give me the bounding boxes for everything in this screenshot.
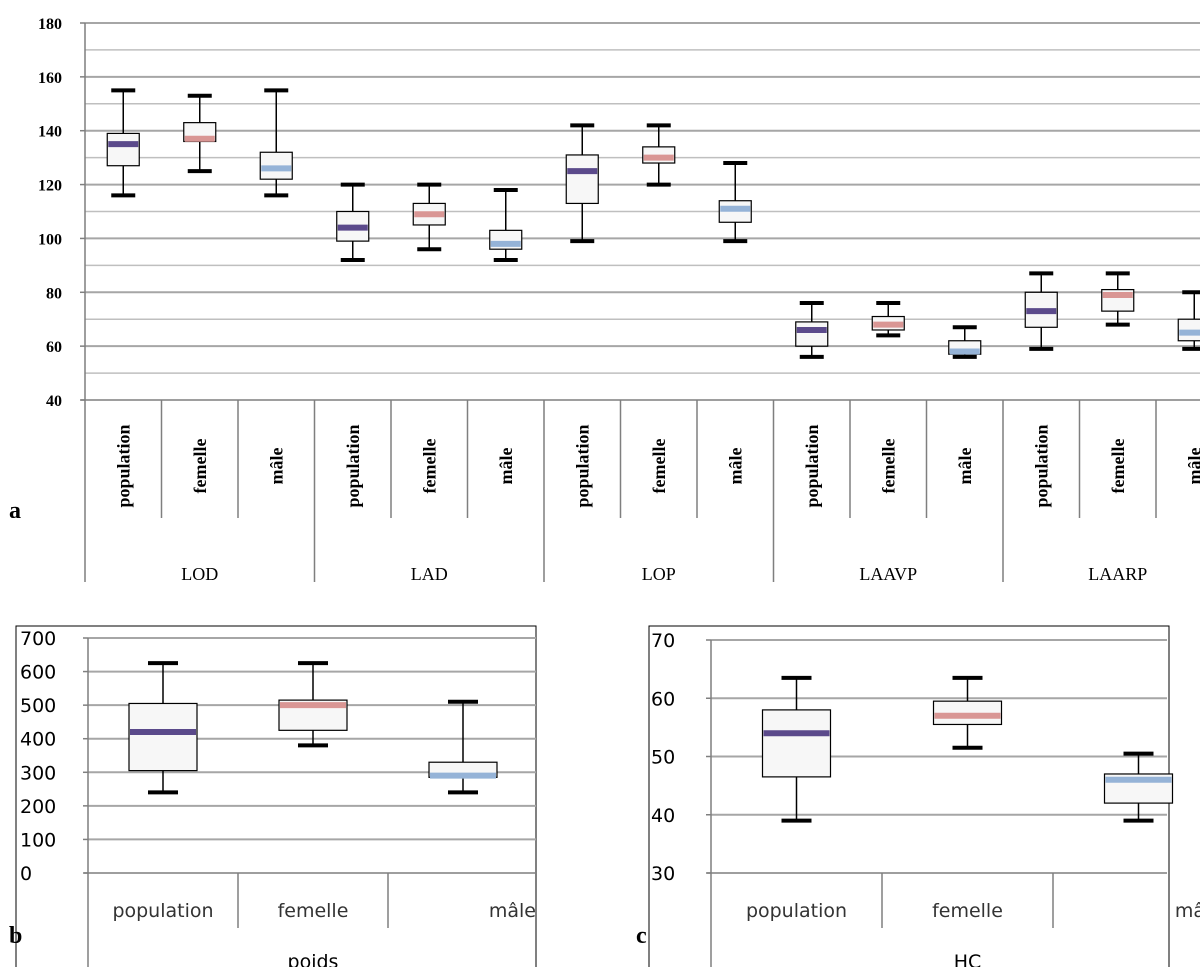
y-tick-label: 50: [651, 747, 675, 769]
y-tick-label: 30: [651, 863, 675, 885]
y-tick-label: 500: [20, 695, 56, 717]
box-1: [278, 661, 348, 748]
category-label: femelle: [932, 900, 1003, 922]
box-8: [718, 161, 752, 244]
box-9: [795, 301, 829, 359]
category-label: mâle: [725, 447, 745, 484]
y-tick-label: 60: [651, 688, 675, 710]
group-label: LOP: [642, 564, 676, 584]
box-12: [1024, 271, 1058, 351]
y-tick-label: 70: [651, 630, 675, 652]
box-0: [761, 675, 832, 823]
group-label: LAAVP: [859, 564, 917, 584]
group-label: LAD: [411, 564, 448, 584]
group-label: HC: [954, 951, 982, 967]
box-3: [336, 182, 370, 262]
category-label: mâle: [266, 447, 286, 484]
box-13: [1101, 271, 1135, 327]
category-label: population: [112, 900, 213, 922]
box-6: [565, 123, 599, 244]
box-0: [128, 661, 198, 795]
y-tick-label: 160: [38, 70, 62, 87]
category-label: mâle: [1175, 900, 1200, 922]
chart-frame: [648, 625, 1170, 967]
category-label: mâle: [1184, 447, 1200, 484]
y-tick-label: 80: [46, 285, 62, 302]
y-tick-label: 60: [46, 339, 62, 356]
group-label: poids: [288, 951, 339, 967]
box-1: [932, 675, 1003, 750]
box-2: [428, 699, 498, 795]
y-tick-label: 120: [38, 178, 62, 195]
iqr-box: [761, 709, 832, 778]
box-2: [259, 88, 293, 198]
category-label: mâle: [955, 447, 975, 484]
category-label: femelle: [878, 439, 898, 494]
y-tick-label: 100: [38, 231, 62, 248]
iqr-box: [128, 702, 198, 772]
category-label: femelle: [278, 900, 349, 922]
y-tick-label: 400: [20, 729, 56, 751]
y-tick-label: 100: [20, 829, 56, 851]
box-11: [948, 325, 982, 359]
category-label: femelle: [419, 439, 439, 494]
category-label: population: [343, 424, 363, 507]
box-7: [642, 123, 676, 187]
category-label: population: [113, 424, 133, 507]
box-2: [1103, 751, 1174, 823]
y-tick-label: 180: [38, 16, 62, 33]
box-1: [183, 93, 217, 174]
category-label: femelle: [1108, 439, 1128, 494]
y-tick-label: 600: [20, 662, 56, 684]
y-tick-label: 140: [38, 124, 62, 141]
y-tick-label: 40: [46, 393, 62, 410]
group-label: LOD: [181, 564, 218, 584]
y-tick-label: 40: [651, 805, 675, 827]
category-label: femelle: [649, 439, 669, 494]
panel-label-a: a: [9, 498, 21, 524]
chart-panel-b: 0 100 200 300 400 500 600 700 population femelle m…: [15, 625, 537, 967]
category-label: mâle: [496, 447, 516, 484]
panel-label-b: b: [9, 923, 22, 949]
box-14: [1177, 290, 1200, 351]
category-label: population: [1031, 424, 1051, 507]
group-label: LAARP: [1088, 564, 1147, 584]
box-4: [412, 182, 446, 252]
iqr-box: [106, 132, 140, 167]
chart-panel-c: 30 40 50 60 70 population femelle mâle HC: [648, 625, 1200, 967]
category-label: population: [746, 900, 847, 922]
category-label: femelle: [190, 439, 210, 494]
chart-frame: [15, 625, 537, 967]
box-0: [106, 88, 140, 198]
box-10: [871, 301, 905, 338]
y-tick-label: 700: [20, 628, 56, 650]
category-label: population: [802, 424, 822, 507]
iqr-box: [795, 321, 829, 347]
box-5: [489, 187, 523, 262]
iqr-box: [565, 154, 599, 205]
panel-label-c: c: [636, 923, 647, 949]
category-label: population: [572, 424, 592, 507]
y-tick-label: 300: [20, 762, 56, 784]
chart-panel-a: 40 60 80 100 120 140 160 180 population femelle mâ…: [38, 16, 1200, 584]
y-tick-label: 0: [20, 863, 32, 885]
y-tick-label: 200: [20, 796, 56, 818]
category-label: mâle: [489, 900, 536, 922]
